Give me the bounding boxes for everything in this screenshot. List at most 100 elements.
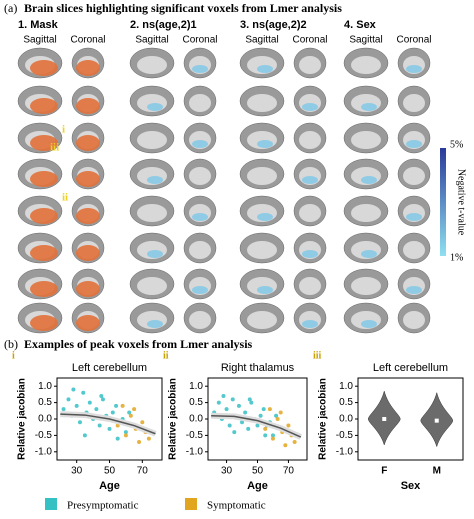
y-axis-label: Relative jacobian	[318, 378, 329, 460]
significant-voxels	[192, 65, 208, 73]
view-label: Coronal	[70, 35, 105, 46]
point	[115, 423, 120, 428]
mask-region	[30, 208, 58, 224]
brain-inner	[247, 241, 277, 259]
view-label: Sagittal	[349, 35, 382, 46]
x-tick-label: 30	[71, 466, 83, 477]
significant-voxels	[302, 250, 318, 258]
legend-swatch	[45, 498, 57, 510]
point	[146, 436, 151, 441]
y-tick-label: 0.0	[339, 414, 353, 425]
brain-inner	[403, 94, 425, 112]
mask-region	[76, 60, 100, 76]
point	[71, 387, 76, 392]
y-tick-label: 1.0	[38, 381, 52, 392]
brain-inner	[299, 277, 321, 295]
brain-inner	[137, 204, 167, 222]
column-title: 1. Mask	[18, 19, 59, 31]
point	[216, 400, 221, 405]
point	[137, 439, 142, 444]
point	[221, 394, 226, 399]
column-title: 4. Sex	[344, 19, 377, 31]
significant-voxels	[302, 176, 318, 184]
point	[81, 390, 86, 395]
mask-region	[30, 315, 58, 331]
y-tick-label: -1.0	[35, 446, 53, 457]
mask-region	[30, 245, 58, 261]
significant-voxels	[361, 103, 377, 111]
x-tick-label: 30	[221, 466, 233, 477]
point	[114, 403, 119, 408]
significant-voxels	[192, 213, 208, 221]
y-tick-label: -0.5	[336, 430, 354, 441]
brain-inner	[403, 311, 425, 329]
significant-voxels	[147, 320, 163, 328]
y-tick-label: -0.5	[35, 430, 53, 441]
point	[127, 410, 132, 415]
point	[263, 426, 268, 431]
brain-inner	[403, 167, 425, 185]
plot-tag: iii	[313, 350, 322, 361]
column-title: 2. ns(age,2)1	[130, 19, 197, 31]
mask-region	[30, 60, 58, 76]
mask-region	[76, 171, 100, 187]
point	[232, 430, 237, 435]
median	[434, 418, 439, 423]
y-tick-label: -1.0	[336, 446, 354, 457]
point	[227, 423, 232, 428]
significant-voxels	[257, 286, 273, 294]
view-label: Sagittal	[245, 35, 278, 46]
brain-inner	[189, 94, 211, 112]
brain-inner	[247, 311, 277, 329]
significant-voxels	[257, 65, 273, 73]
point	[292, 439, 297, 444]
point	[97, 423, 102, 428]
y-tick-label: 0.5	[38, 397, 52, 408]
annotation: iii	[50, 142, 59, 154]
x-axis-label: Age	[247, 480, 268, 492]
colorbar	[440, 148, 446, 256]
significant-voxels	[361, 250, 377, 258]
brain-inner	[351, 56, 381, 74]
mask-region	[76, 281, 100, 297]
brain-inner	[351, 277, 381, 295]
significant-voxels	[257, 213, 273, 221]
point	[286, 423, 291, 428]
point	[261, 407, 266, 412]
x-tick-label: F	[381, 466, 387, 477]
significant-voxels	[361, 320, 377, 328]
significant-voxels	[147, 250, 163, 258]
point	[258, 413, 263, 418]
y-tick-label: 1.0	[339, 381, 353, 392]
point	[100, 397, 105, 402]
significant-voxels	[192, 286, 208, 294]
point	[230, 397, 235, 402]
y-axis-label: Relative jacobian	[17, 378, 28, 460]
point	[123, 433, 128, 438]
point	[110, 410, 115, 415]
point	[267, 407, 272, 412]
colorbar-tick: 5%	[450, 139, 463, 150]
brain-inner	[247, 94, 277, 112]
point	[247, 397, 252, 402]
point	[236, 403, 241, 408]
mask-region	[30, 171, 58, 187]
significant-voxels	[406, 65, 422, 73]
significant-voxels	[361, 176, 377, 184]
mask-region	[76, 245, 100, 261]
significant-voxels	[302, 320, 318, 328]
significant-voxels	[192, 140, 208, 148]
median	[382, 417, 387, 421]
point	[278, 410, 283, 415]
view-label: Sagittal	[23, 35, 56, 46]
legend-label: Presymptomatic	[67, 500, 139, 512]
y-tick-label: 0.0	[38, 414, 52, 425]
brain-inner	[351, 131, 381, 149]
view-label: Sagittal	[135, 35, 168, 46]
point	[132, 407, 137, 412]
y-tick-label: -0.5	[186, 430, 204, 441]
y-axis-label: Relative jacobian	[168, 378, 179, 460]
point	[120, 403, 125, 408]
fit-line	[211, 414, 302, 438]
panel-title: Brain slices highlighting significant vo…	[24, 1, 342, 15]
